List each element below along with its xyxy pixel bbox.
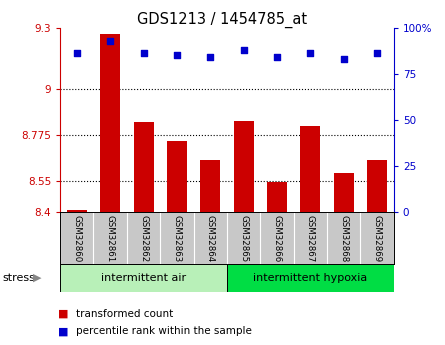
Text: transformed count: transformed count — [76, 309, 173, 319]
Text: stress: stress — [2, 273, 35, 283]
Point — [174, 52, 181, 58]
Text: GDS1213 / 1454785_at: GDS1213 / 1454785_at — [138, 12, 307, 28]
Bar — [227, 264, 394, 292]
Point — [73, 51, 81, 56]
Text: ▶: ▶ — [32, 273, 41, 283]
Bar — [167, 141, 187, 212]
Text: GSM32866: GSM32866 — [272, 215, 282, 262]
Text: ■: ■ — [58, 309, 69, 319]
Point — [107, 38, 114, 43]
Text: intermittent air: intermittent air — [101, 273, 186, 283]
Point — [340, 56, 348, 62]
Bar — [234, 121, 254, 212]
Point — [207, 55, 214, 60]
Text: GSM32863: GSM32863 — [172, 215, 182, 262]
Point — [374, 51, 381, 56]
Bar — [200, 160, 220, 212]
Text: percentile rank within the sample: percentile rank within the sample — [76, 326, 251, 336]
Text: intermittent hypoxia: intermittent hypoxia — [253, 273, 368, 283]
Bar — [267, 183, 287, 212]
Bar — [100, 34, 120, 212]
Bar — [134, 122, 154, 212]
Point — [140, 51, 147, 56]
Point — [240, 47, 247, 52]
Point — [307, 51, 314, 56]
Text: GSM32869: GSM32869 — [372, 215, 382, 262]
Text: GSM32867: GSM32867 — [306, 215, 315, 262]
Bar — [334, 173, 354, 212]
Text: ■: ■ — [58, 326, 69, 336]
Point — [274, 55, 281, 60]
Bar — [60, 264, 227, 292]
Text: GSM32860: GSM32860 — [72, 215, 81, 262]
Bar — [67, 210, 87, 212]
Text: GSM32868: GSM32868 — [339, 215, 348, 262]
Text: GSM32865: GSM32865 — [239, 215, 248, 262]
Bar — [300, 126, 320, 212]
Bar — [367, 160, 387, 212]
Text: GSM32862: GSM32862 — [139, 215, 148, 262]
Text: GSM32864: GSM32864 — [206, 215, 215, 262]
Text: GSM32861: GSM32861 — [105, 215, 115, 262]
